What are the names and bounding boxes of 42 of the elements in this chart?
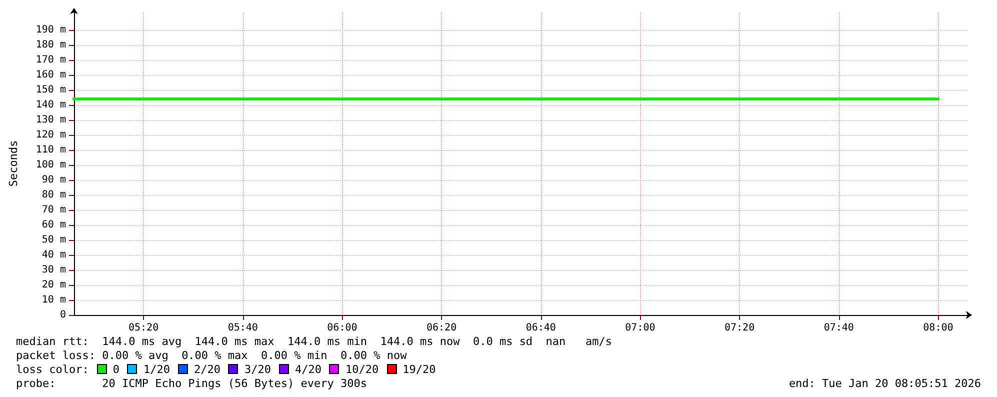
y-tick-label: 20 m — [42, 280, 66, 290]
x-tick-label: 07:20 — [724, 322, 755, 334]
x-tick-label: 07:00 — [625, 322, 656, 334]
text: loss color: — [16, 363, 89, 376]
y-tick-label: 0 — [60, 310, 66, 320]
x-tick-label: 06:40 — [526, 322, 556, 334]
y-tick-label: 140 m — [36, 100, 66, 110]
text: median rtt: 144.0 ms avg 144.0 ms max 144.0 ms min 144.0 ms now 0.0 ms sd nan am/s — [16, 335, 612, 349]
x-tick-label: 06:20 — [426, 322, 457, 334]
y-tick-label: 180 m — [36, 40, 66, 50]
legend-label: 4/20 — [294, 363, 322, 376]
x-tick-label: 06:00 — [327, 322, 358, 334]
legend-label: 10/20 — [345, 363, 379, 376]
y-tick-label: 80 m — [42, 190, 66, 200]
x-tick-label: 05:40 — [228, 322, 258, 334]
y-tick-label: 60 m — [42, 220, 66, 230]
y-tick-label: 160 m — [36, 70, 66, 80]
text: end: Tue Jan 20 08:05:51 2026 — [788, 377, 981, 391]
y-tick-label: 40 m — [42, 250, 66, 260]
y-tick-label: 10 m — [42, 294, 66, 306]
y-tick-label: 30 m — [42, 264, 66, 276]
y-tick-label: 120 m — [36, 130, 66, 140]
y-tick-label: 170 m — [36, 54, 66, 66]
legend-label: 2/20 — [194, 363, 220, 376]
legend-label: 0 — [112, 363, 120, 376]
x-tick-label: 08:00 — [923, 322, 954, 334]
y-tick-label: 190 m — [36, 24, 66, 36]
x-tick-label: 07:40 — [824, 322, 854, 334]
y-axis-title: Seconds — [7, 140, 20, 187]
y-tick-label: 150 m — [36, 84, 66, 96]
legend-label: 1/20 — [143, 363, 170, 376]
y-tick-label: 90 m — [42, 174, 66, 186]
y-tick-label: 100 m — [36, 160, 66, 170]
legend-label: 19/20 — [402, 363, 436, 376]
y-tick-label: 50 m — [42, 234, 66, 246]
y-tick-label: 70 m — [42, 204, 66, 216]
y-tick-label: 130 m — [36, 114, 66, 126]
x-tick-label: 05:20 — [128, 322, 159, 334]
text: packet loss: 0.00 % avg 0.00 % max 0.00 % min 0.00 % now — [16, 349, 407, 363]
text: probe: 20 ICMP Echo Pings (56 Bytes) every 300s — [16, 377, 367, 391]
legend-label: 3/20 — [244, 363, 271, 376]
y-tick-label: 110 m — [36, 144, 66, 156]
